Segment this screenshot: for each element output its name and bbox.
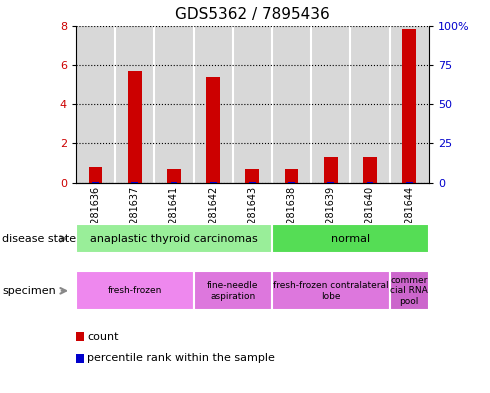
Bar (76, 26, 115, 183)
Bar (324, 157, 338, 183)
Bar (390, 26, 429, 183)
Text: percentile rank within the sample: percentile rank within the sample (87, 353, 275, 364)
Bar (350, 26, 390, 183)
Text: fresh-frozen contralateral
lobe: fresh-frozen contralateral lobe (273, 281, 389, 301)
Bar (288, 182, 295, 183)
Bar (233, 26, 272, 183)
Bar (363, 157, 377, 183)
Text: fine-needle
aspiration: fine-needle aspiration (207, 281, 259, 301)
Bar (171, 182, 177, 183)
Bar (327, 182, 334, 183)
Bar (131, 182, 138, 183)
Bar (367, 182, 373, 183)
Text: normal: normal (331, 234, 370, 244)
Bar (210, 182, 217, 183)
Bar (406, 182, 413, 183)
Text: fresh-frozen: fresh-frozen (108, 286, 162, 295)
Title: GDS5362 / 7895436: GDS5362 / 7895436 (175, 7, 330, 22)
Text: disease state: disease state (2, 234, 76, 244)
Text: anaplastic thyroid carcinomas: anaplastic thyroid carcinomas (90, 234, 258, 244)
Bar (206, 77, 220, 183)
Bar (249, 182, 256, 183)
Bar (272, 26, 311, 183)
Bar (285, 169, 298, 183)
Text: count: count (87, 332, 119, 342)
Bar (245, 169, 259, 183)
Bar (128, 71, 142, 183)
Text: specimen: specimen (2, 286, 56, 296)
Bar (311, 26, 350, 183)
Bar (154, 26, 194, 183)
Bar (92, 182, 99, 183)
Text: commer
cial RNA
pool: commer cial RNA pool (390, 276, 428, 306)
Bar (167, 169, 181, 183)
Bar (194, 26, 233, 183)
Bar (115, 26, 154, 183)
Bar (402, 29, 416, 183)
Bar (89, 167, 102, 183)
